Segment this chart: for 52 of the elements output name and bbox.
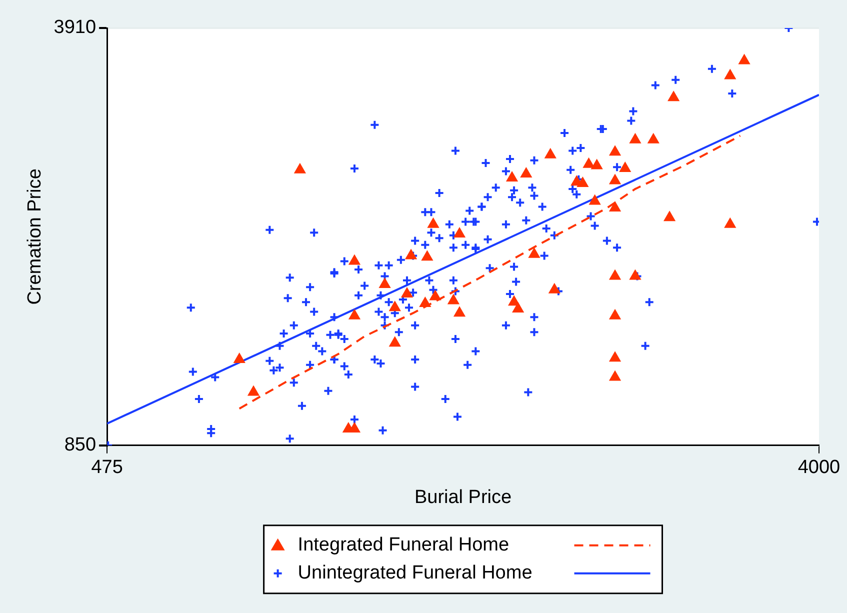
point <box>668 91 680 102</box>
point <box>401 287 413 298</box>
y-tick-label: 850 <box>64 434 96 456</box>
x-axis-title: Burial Price <box>414 486 512 508</box>
point <box>609 146 621 156</box>
point <box>609 202 621 212</box>
y-axis-title: Cremation Price <box>24 168 46 305</box>
point <box>389 301 401 312</box>
point <box>389 336 401 347</box>
point <box>520 167 532 178</box>
point <box>348 309 360 320</box>
point <box>589 194 601 205</box>
line-series <box>238 134 742 410</box>
point <box>430 290 441 300</box>
point <box>428 218 439 228</box>
point <box>379 278 390 288</box>
point <box>528 248 540 258</box>
point <box>419 297 431 308</box>
point <box>724 218 736 228</box>
point <box>448 294 460 304</box>
point <box>724 69 736 80</box>
point <box>234 352 246 363</box>
point <box>583 158 594 168</box>
y-tick-label: 3910 <box>54 17 96 38</box>
point <box>248 386 260 396</box>
x-tick-label: 475 <box>91 457 123 478</box>
point <box>544 148 556 158</box>
point <box>619 162 631 172</box>
point <box>609 309 621 320</box>
x-tick-label: 4000 <box>798 457 840 478</box>
point <box>294 163 306 174</box>
point <box>648 133 660 144</box>
legend-label: Unintegrated Funeral Home <box>298 562 532 584</box>
point <box>454 227 466 238</box>
legend-label: Integrated Funeral Home <box>298 534 510 556</box>
point <box>577 177 588 187</box>
point <box>512 302 524 312</box>
point <box>738 54 750 64</box>
point <box>506 172 518 182</box>
point <box>548 283 560 294</box>
point <box>609 174 621 184</box>
point <box>609 270 621 280</box>
point <box>405 249 417 260</box>
point <box>609 370 621 381</box>
point <box>609 352 621 362</box>
point <box>664 211 676 222</box>
point <box>454 306 466 317</box>
point <box>591 159 603 170</box>
point <box>421 250 433 261</box>
point <box>630 133 641 144</box>
point <box>348 254 360 265</box>
point <box>630 270 641 280</box>
